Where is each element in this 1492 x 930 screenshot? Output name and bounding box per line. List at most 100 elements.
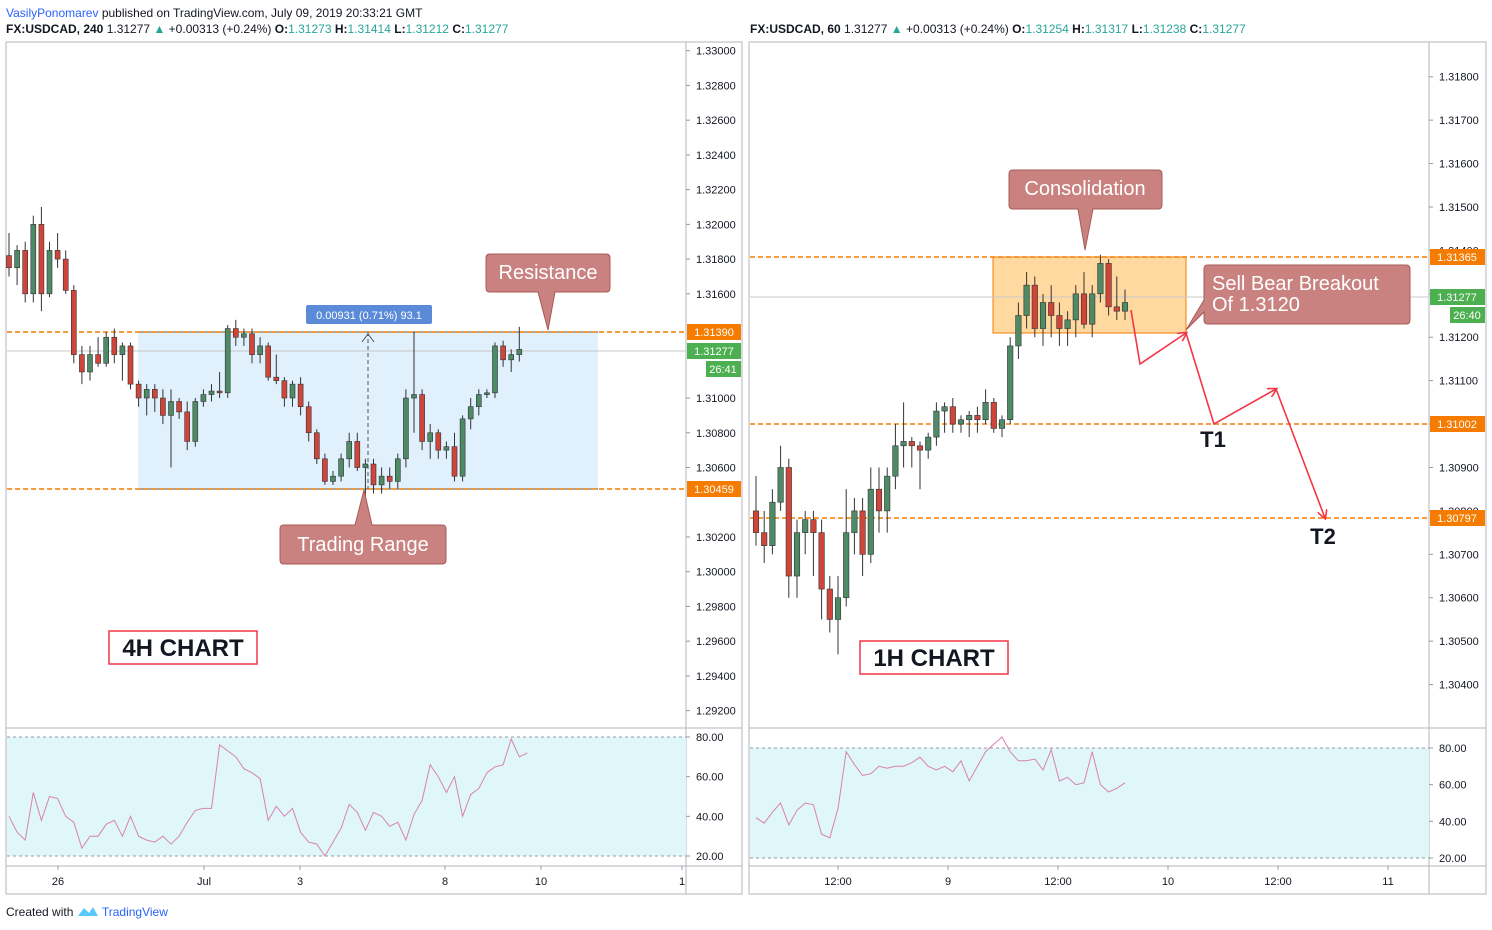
candle-body[interactable] [867, 488, 874, 555]
author-link[interactable]: VasilyPonomarev [6, 6, 99, 20]
candle-body[interactable] [176, 401, 182, 413]
candle-body[interactable] [103, 336, 109, 364]
candle-body[interactable] [338, 458, 344, 477]
candle-body[interactable] [843, 532, 850, 599]
candle-body[interactable] [160, 397, 166, 416]
candle-body[interactable] [1039, 302, 1047, 329]
candle-body[interactable] [257, 345, 263, 355]
candle-body[interactable] [208, 390, 215, 395]
candle-body[interactable] [71, 290, 77, 355]
candle-body[interactable] [769, 501, 776, 546]
candle-body[interactable] [87, 354, 93, 373]
candle-body[interactable] [834, 597, 842, 620]
candle-body[interactable] [22, 250, 29, 295]
candle-body[interactable] [925, 436, 932, 451]
candle-body[interactable] [354, 441, 361, 468]
candle-body[interactable] [1007, 345, 1014, 421]
candle-body[interactable] [127, 345, 134, 385]
candle-body[interactable] [313, 432, 320, 460]
candle-body[interactable] [459, 418, 466, 477]
candle-body[interactable] [998, 419, 1006, 429]
candle-body[interactable] [111, 336, 118, 355]
candle-body[interactable] [46, 250, 53, 295]
candle-body[interactable] [1072, 293, 1079, 321]
candle-body[interactable] [322, 458, 328, 482]
candle-body[interactable] [818, 532, 825, 590]
candle-body[interactable] [362, 463, 369, 468]
consolidation-callout[interactable] [1008, 169, 1163, 251]
candle-body[interactable] [14, 250, 20, 269]
candle-body[interactable] [1097, 263, 1104, 295]
candle-body[interactable] [785, 467, 792, 577]
candle-body[interactable] [752, 510, 760, 533]
resistance-callout[interactable] [485, 253, 611, 331]
candle-body[interactable] [851, 510, 858, 533]
candle-body[interactable] [79, 354, 85, 373]
candle-body[interactable] [419, 394, 425, 442]
candle-body[interactable] [54, 250, 61, 260]
candle-body[interactable] [793, 532, 801, 577]
candle-body[interactable] [394, 458, 401, 482]
measure-label-box[interactable] [306, 305, 432, 324]
candle-body[interactable] [224, 328, 231, 394]
candle-body[interactable] [451, 446, 458, 477]
candle-body[interactable] [875, 488, 883, 512]
candle-body[interactable] [475, 394, 482, 408]
candle-body[interactable] [297, 383, 304, 408]
candle-body[interactable] [761, 532, 768, 546]
candle-body[interactable] [1121, 302, 1129, 312]
candle-body[interactable] [233, 328, 239, 338]
candle-body[interactable] [273, 376, 280, 381]
candle-body[interactable] [941, 406, 948, 412]
candle-body[interactable] [516, 349, 523, 355]
candle-body[interactable] [135, 383, 142, 399]
candle-body[interactable] [1056, 315, 1063, 329]
candle-body[interactable] [508, 354, 515, 361]
candle-body[interactable] [265, 345, 272, 378]
candle-body[interactable] [411, 394, 417, 399]
candle-body[interactable] [892, 445, 899, 477]
candle-body[interactable] [241, 333, 247, 338]
candle-body[interactable] [949, 406, 956, 425]
candle-body[interactable] [386, 475, 393, 482]
candle-body[interactable] [966, 415, 973, 421]
candle-body[interactable] [990, 402, 997, 429]
candle-body[interactable] [982, 402, 989, 421]
candle-body[interactable] [777, 467, 784, 503]
candle-body[interactable] [305, 406, 312, 434]
candle-body[interactable] [168, 401, 174, 416]
candle-body[interactable] [467, 406, 474, 420]
candle-body[interactable] [1105, 263, 1112, 308]
candle-body[interactable] [916, 445, 924, 451]
candle-body[interactable] [908, 441, 915, 447]
candle-body[interactable] [500, 345, 506, 361]
candle-body[interactable] [200, 394, 207, 402]
candle-body[interactable] [427, 432, 434, 442]
candle-body[interactable] [184, 411, 190, 442]
candle-body[interactable] [1089, 293, 1096, 325]
candle-body[interactable] [484, 392, 490, 395]
candle-body[interactable] [119, 345, 126, 355]
candle-body[interactable] [370, 463, 377, 486]
candle-body[interactable] [62, 258, 69, 291]
tradingview-link[interactable]: TradingView [101, 905, 168, 919]
candle-body[interactable] [492, 345, 498, 394]
candle-body[interactable] [378, 475, 385, 486]
candle-body[interactable] [1015, 315, 1022, 347]
candle-body[interactable] [802, 519, 809, 533]
candle-body[interactable] [1080, 293, 1088, 325]
candle-body[interactable] [1064, 319, 1071, 329]
candle-body[interactable] [957, 419, 965, 425]
candle-body[interactable] [330, 475, 336, 482]
candle-body[interactable] [216, 390, 223, 394]
candle-body[interactable] [192, 401, 199, 442]
candle-body[interactable] [403, 397, 409, 460]
candle-body[interactable] [38, 224, 45, 295]
candle-body[interactable] [900, 441, 907, 447]
candle-body[interactable] [1023, 284, 1030, 316]
candle-body[interactable] [884, 475, 891, 512]
candle-body[interactable] [281, 380, 288, 399]
candle-body[interactable] [95, 354, 101, 364]
candle-body[interactable] [143, 389, 150, 399]
